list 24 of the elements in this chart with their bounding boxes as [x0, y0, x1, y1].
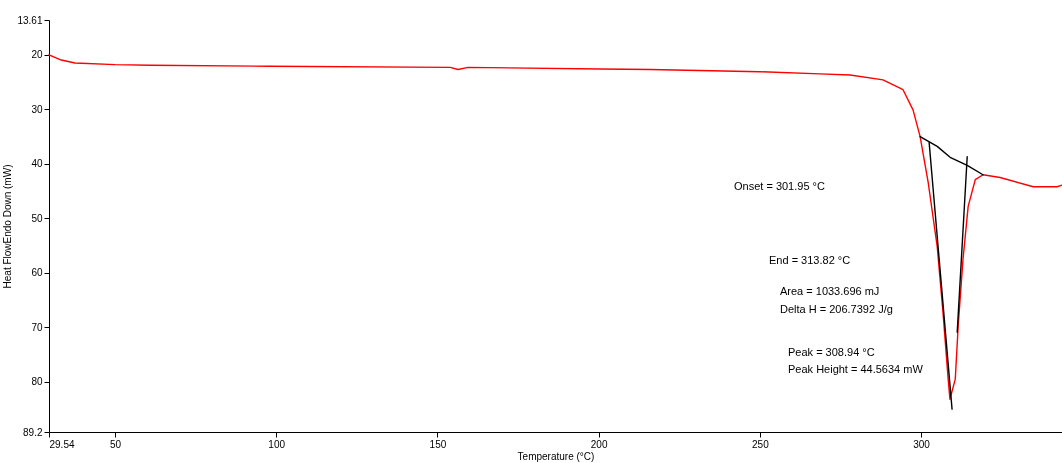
annotation: Onset = 301.95 °C [734, 180, 825, 192]
x-tick-label: 150 [429, 438, 447, 450]
y-tick-label: 50 [31, 212, 43, 224]
y-tick-label: 70 [31, 321, 43, 333]
annotation: End = 313.82 °C [769, 254, 851, 266]
y-tick-label: 80 [31, 376, 43, 388]
annotation: Area = 1033.696 mJ [780, 285, 880, 297]
y-tick-label: 60 [31, 267, 43, 279]
x-tick-label: 250 [752, 438, 770, 450]
annotation: Delta H = 206.7392 J/g [780, 303, 893, 315]
x-tick-label: 100 [268, 438, 286, 450]
annotation: Peak = 308.94 °C [788, 346, 875, 358]
x-tick-label: 50 [109, 438, 122, 450]
y-tick-label: 89.2 [23, 426, 43, 438]
x-tick-label: 200 [590, 438, 608, 450]
y-tick-label: 40 [31, 158, 43, 170]
y-axis-title: Heat FlowEndo Down (mW) [2, 164, 14, 289]
y-tick-label: 13.61 [17, 14, 43, 26]
x-axis-title: Temperature (°C) [517, 450, 595, 462]
y-tick-label: 20 [31, 49, 43, 61]
annotation: Peak Height = 44.5634 mW [788, 363, 924, 375]
y-tick-label: 30 [31, 103, 43, 115]
x-tick-label: 29.54 [49, 438, 75, 450]
x-tick-label: 300 [913, 438, 931, 450]
